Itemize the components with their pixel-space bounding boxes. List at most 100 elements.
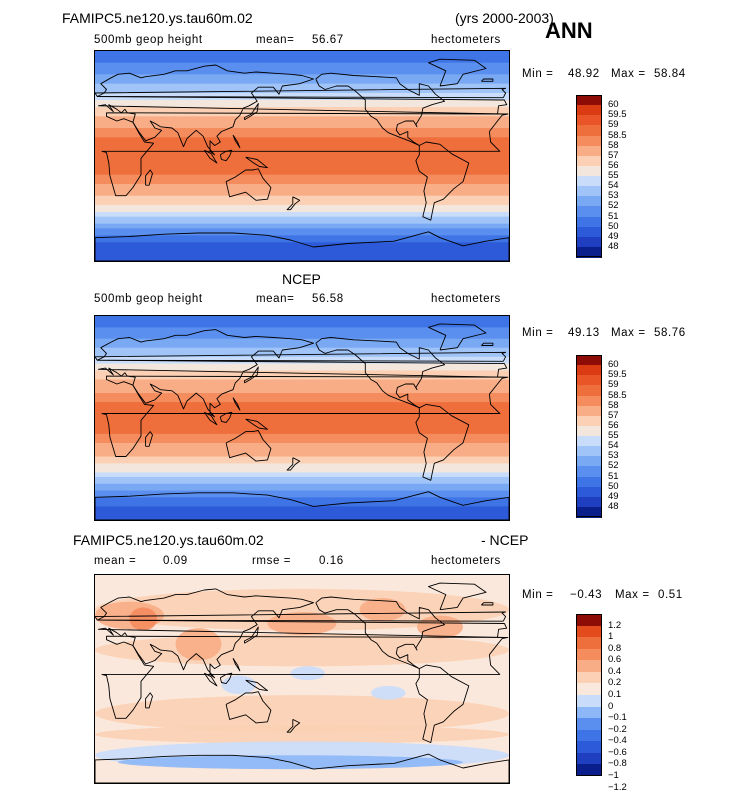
colorbar-tick-label: 52 xyxy=(608,200,619,212)
field-band xyxy=(95,123,509,127)
field-band xyxy=(95,258,509,261)
field-band xyxy=(95,69,509,73)
field-band xyxy=(95,165,509,169)
map-obs xyxy=(94,315,510,521)
field-band xyxy=(95,458,509,462)
min-value: 48.92 xyxy=(568,68,600,80)
map-diff xyxy=(94,574,510,784)
coastline xyxy=(95,611,507,622)
coastline xyxy=(145,692,153,709)
field-band xyxy=(95,172,509,176)
coastline xyxy=(315,337,446,409)
coastline xyxy=(286,196,301,211)
colorbar-tick-label: 58 xyxy=(608,399,619,411)
field-band xyxy=(95,340,509,344)
coastline xyxy=(415,403,470,481)
coastline xyxy=(481,342,494,346)
field-band xyxy=(95,144,509,148)
field-band xyxy=(95,510,509,514)
colorbar-tick-label: 59 xyxy=(608,119,619,131)
field-band xyxy=(95,354,509,358)
coastline xyxy=(232,397,241,411)
max-label: Max = xyxy=(611,327,646,339)
coastline xyxy=(315,596,446,670)
field-band xyxy=(95,402,509,405)
field-band xyxy=(95,368,509,371)
colorbar-frame xyxy=(576,355,602,517)
field-band xyxy=(95,329,509,333)
field-band xyxy=(95,476,509,480)
field-band xyxy=(95,191,509,194)
field-band xyxy=(95,415,509,419)
colorbar-tick-label: 0.2 xyxy=(608,677,622,689)
coastline xyxy=(95,753,509,783)
coastline xyxy=(245,156,268,169)
colorbar-tick-label: 57 xyxy=(608,409,619,421)
field-band xyxy=(95,420,509,424)
units-label: hectometers xyxy=(431,293,501,305)
field-contour xyxy=(95,633,509,667)
coastline xyxy=(232,657,241,672)
field-band xyxy=(95,386,509,390)
mean-label: mean= xyxy=(256,34,295,46)
field-band xyxy=(95,449,509,453)
obs-field-map xyxy=(95,316,509,520)
field-band xyxy=(95,447,509,451)
field-band xyxy=(95,186,509,190)
min-value: 49.13 xyxy=(568,327,600,339)
max-value: 0.51 xyxy=(658,589,683,601)
field-band xyxy=(95,256,509,260)
field-band xyxy=(95,411,509,415)
colorbar-diff: 1.2 1 0.8 0.6 0.4 0.2 0.1 0 −0.1 −0.2 −0.4 −0.6 −0.8… xyxy=(576,614,656,793)
field-band xyxy=(95,205,509,208)
field-band xyxy=(95,254,509,257)
rmse-value: 0.16 xyxy=(319,555,344,567)
colorbar-tick-label: 58.5 xyxy=(608,129,627,141)
field-band xyxy=(95,350,509,353)
units-label: hectometers xyxy=(431,555,501,567)
field-band xyxy=(95,240,509,243)
colorbar-tick-label: −0.1 xyxy=(608,712,627,724)
field-band xyxy=(95,114,509,117)
colorbar-tick-label: 57 xyxy=(608,149,619,161)
field-band xyxy=(95,515,509,519)
field-band xyxy=(95,406,509,410)
colorbar-model: 60 59.5 59 58.5 58 57 56 55 54 53 52 51 50 49 48 xyxy=(576,95,656,258)
field-band xyxy=(95,109,509,113)
field-band xyxy=(95,76,509,80)
field-band xyxy=(95,142,509,145)
field-band xyxy=(95,499,509,503)
field-contour xyxy=(359,598,406,622)
field-contour xyxy=(371,685,406,700)
field-contour xyxy=(221,675,256,695)
coastline xyxy=(101,375,509,457)
field-band xyxy=(95,343,509,347)
field-band xyxy=(95,388,509,392)
field-band xyxy=(95,128,509,131)
field-contour xyxy=(417,615,463,639)
coastline xyxy=(95,231,509,261)
field-band xyxy=(95,221,509,225)
coastline xyxy=(219,411,233,423)
case-title: FAMIPC5.ne120.ys.tau60m.02 xyxy=(62,10,253,26)
colorbar-tick-label: 56 xyxy=(608,159,619,171)
field-band xyxy=(95,156,509,159)
diff-title-left: FAMIPC5.ne120.ys.tau60m.02 xyxy=(73,532,264,548)
field-band xyxy=(95,445,509,449)
field-band xyxy=(95,55,509,59)
field-band xyxy=(95,361,509,365)
field-band xyxy=(95,461,509,464)
colorbar-tick-label: 55 xyxy=(608,170,619,181)
coastline xyxy=(245,418,268,430)
field-band xyxy=(95,67,509,71)
field-band xyxy=(95,422,509,426)
field-band xyxy=(95,216,509,220)
diff-field-map xyxy=(95,575,509,783)
colorbar-tick-label: 1 xyxy=(608,631,614,643)
field-band xyxy=(95,347,509,351)
field-band xyxy=(95,467,509,471)
colorbar-tick-label: 55 xyxy=(608,430,619,441)
colorbar-tick-label: 60 xyxy=(608,359,619,371)
field-band xyxy=(95,237,509,241)
field-band xyxy=(95,212,509,215)
